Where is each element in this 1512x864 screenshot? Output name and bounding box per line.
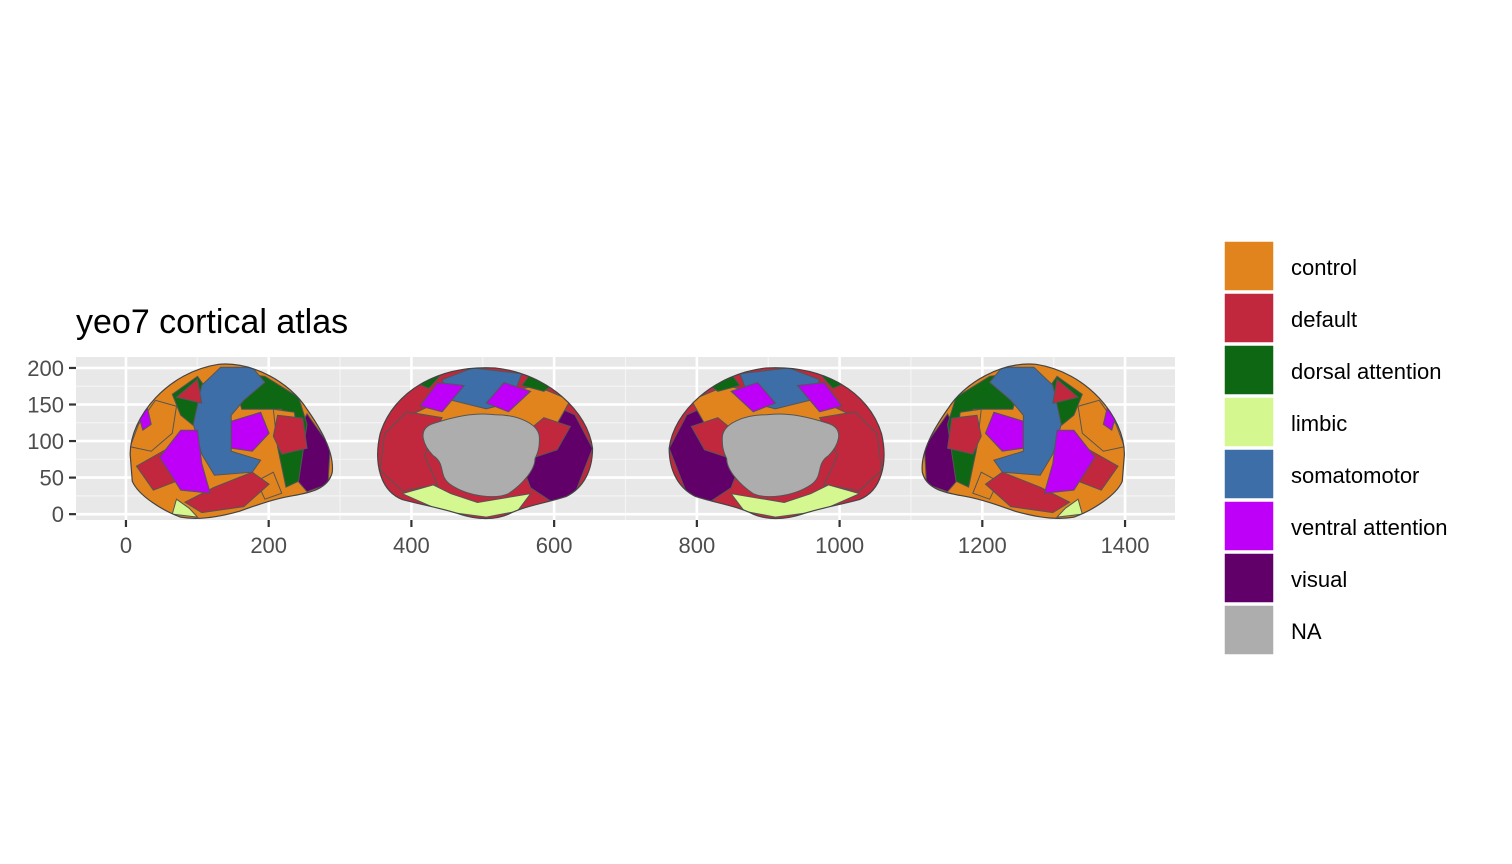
- region-default: [185, 472, 269, 512]
- y-tick-label: 50: [40, 466, 64, 491]
- axes: 0 200 400 600 800 1000 1200 1400 0 50 100 150 200: [27, 356, 1149, 558]
- legend-label: dorsal attention: [1291, 359, 1441, 384]
- x-tick-label: 1000: [815, 533, 864, 558]
- region-default: [176, 379, 201, 403]
- legend-swatch: [1223, 604, 1275, 656]
- region-default: [273, 415, 307, 454]
- legend-label: limbic: [1291, 411, 1347, 436]
- legend: control default dorsal attention limbic soma…: [1223, 240, 1448, 656]
- region-control: [973, 472, 998, 499]
- legend-swatch: [1223, 396, 1275, 448]
- region-dorsal-attention: [231, 372, 307, 487]
- y-tick-label: 100: [27, 429, 64, 454]
- region-limbic: [731, 485, 859, 517]
- brain-outline: [130, 364, 332, 518]
- legend-label: somatomotor: [1291, 463, 1419, 488]
- region-NA: [423, 414, 539, 497]
- x-tick-label: 800: [679, 533, 716, 558]
- region-control: [130, 400, 176, 451]
- region-ventral-attention: [420, 383, 464, 412]
- x-tick-label: 1200: [958, 533, 1007, 558]
- region-ventral-attention: [486, 383, 530, 412]
- legend-swatch: [1223, 344, 1275, 396]
- legend-label: control: [1291, 255, 1357, 280]
- brain-outline: [378, 368, 593, 519]
- legend-swatch: [1223, 292, 1275, 344]
- legend-swatch: [1223, 448, 1275, 500]
- x-tick-label: 0: [120, 533, 132, 558]
- region-ventral-attention: [797, 383, 841, 412]
- y-tick-label: 200: [27, 356, 64, 381]
- brain-outline: [922, 364, 1124, 518]
- legend-label: default: [1291, 307, 1357, 332]
- region-dorsal-attention: [948, 372, 1024, 487]
- region-default: [948, 415, 982, 454]
- legend-swatch: [1223, 240, 1275, 292]
- y-tick-label: 0: [52, 502, 64, 527]
- region-control: [1078, 400, 1125, 451]
- legend-swatch: [1223, 500, 1275, 552]
- region-ventral-attention: [985, 412, 1023, 451]
- legend-swatch: [1223, 552, 1275, 604]
- region-NA: [722, 414, 838, 497]
- x-tick-label: 600: [536, 533, 573, 558]
- region-limbic: [1057, 499, 1082, 517]
- legend-label: NA: [1291, 619, 1322, 644]
- brain-outline: [669, 368, 884, 519]
- region-default: [1053, 379, 1078, 403]
- x-tick-label: 1400: [1101, 533, 1150, 558]
- region-ventral-attention: [231, 412, 269, 451]
- region-limbic: [402, 485, 530, 517]
- region-ventral-attention: [1044, 430, 1095, 493]
- region-control: [256, 472, 281, 499]
- region-ventral-attention: [160, 430, 211, 493]
- region-limbic: [172, 499, 197, 517]
- legend-label: visual: [1291, 567, 1347, 592]
- x-tick-label: 200: [250, 533, 287, 558]
- x-tick-label: 400: [393, 533, 430, 558]
- legend-label: ventral attention: [1291, 515, 1448, 540]
- region-default: [985, 472, 1069, 512]
- y-tick-label: 150: [27, 393, 64, 418]
- chart-title: yeo7 cortical atlas: [76, 303, 348, 341]
- region-ventral-attention: [731, 383, 775, 412]
